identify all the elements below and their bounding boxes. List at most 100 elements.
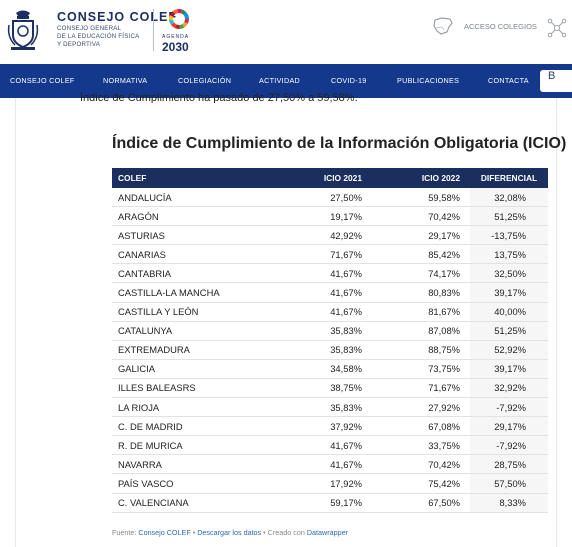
table-row: CATALUNYA 35,83% 87,08% 51,25% [112,321,548,341]
column-header-diferencial: DIFERENCIAL [470,168,548,188]
table-row: CASTILLA Y LEÓN 41,67% 81,67% 40,00% [112,302,548,322]
cell-icio-2021: 41,67% [274,454,372,475]
download-data-link[interactable]: Descargar los datos [197,528,262,537]
nav-item-normativa[interactable]: NORMATIVA [103,76,148,85]
cell-colef: CANARIAS [112,244,274,265]
cell-colef: ANDALUCÍA [112,188,274,208]
cell-icio-2021: 41,67% [274,263,372,284]
cell-icio-2022: 87,08% [372,321,470,341]
cell-colef: LA RIOJA [112,397,274,418]
brand-block[interactable]: CONSEJO COLEF CONSEJO GENERAL DE LA EDUC… [57,10,177,49]
cell-colef: C. VALENCIANA [112,493,274,513]
cell-icio-2022: 70,42% [372,206,470,227]
cell-icio-2022: 75,42% [372,473,470,494]
cell-diferencial: 51,25% [470,321,548,341]
spain-map-icon [433,17,453,35]
nav-item-consejo-colef[interactable]: CONSEJO COLEF [10,76,75,85]
footer-prefix: Fuente: [112,528,139,537]
table-row: ANDALUCÍA 27,50% 59,58% 32,08% [112,188,548,208]
brand-subtitle: CONSEJO GENERAL DE LA EDUCACIÓN FÍSICA Y… [57,25,177,49]
datawrapper-link[interactable]: Datawrapper [306,528,348,537]
cell-icio-2021: 19,17% [274,206,372,227]
table-footer: Fuente: Consejo COLEF • Descargar los da… [112,528,348,537]
agenda-label: AGENDA [162,34,190,40]
cell-icio-2022: 71,67% [372,378,470,399]
cell-icio-2022: 81,67% [372,302,470,322]
cell-diferencial: -7,92% [470,397,548,418]
cell-colef: PAÍS VASCO [112,473,274,494]
content-border-right [556,98,557,547]
cell-colef: NAVARRA [112,454,274,475]
cell-diferencial: 29,17% [470,416,548,437]
cell-colef: ILLES BALEASRS [112,378,274,399]
cell-icio-2021: 59,17% [274,493,372,513]
cell-diferencial: 40,00% [470,302,548,322]
cell-diferencial: 39,17% [470,359,548,379]
site-header: CONSEJO COLEF CONSEJO GENERAL DE LA EDUC… [0,0,572,64]
cell-icio-2022: 67,08% [372,416,470,437]
brand-subtitle-line-2: DE LA EDUCACIÓN FÍSICA [57,33,140,40]
cell-icio-2021: 42,92% [274,225,372,246]
cell-diferencial: 32,50% [470,263,548,284]
cell-colef: C. DE MADRID [112,416,274,437]
search-input[interactable] [540,70,572,92]
nav-item-covid-19[interactable]: COVID-19 [331,76,367,85]
cell-icio-2022: 67,50% [372,493,470,513]
cell-colef: GALICIA [112,359,274,379]
table-row: ARAGÓN 19,17% 70,42% 51,25% [112,206,548,227]
table-body: ANDALUCÍA 27,50% 59,58% 32,08% ARAGÓN 19,17% 7… [112,188,548,513]
cell-icio-2021: 37,92% [274,416,372,437]
network-share-icon[interactable] [546,16,568,40]
table-row: CANTABRIA 41,67% 74,17% 32,50% [112,263,548,284]
cell-icio-2021: 35,83% [274,397,372,418]
cell-icio-2022: 80,83% [372,282,470,303]
agenda-year: 2030 [162,40,189,54]
cell-diferencial: 57,50% [470,473,548,494]
cell-icio-2021: 17,92% [274,473,372,494]
nav-item-publicaciones[interactable]: PUBLICACIONES [397,76,460,85]
source-link[interactable]: Consejo COLEF [138,528,191,537]
colef-emblem-icon[interactable] [6,9,40,51]
cell-icio-2021: 41,67% [274,435,372,456]
table-row: PAÍS VASCO 17,92% 75,42% 57,50% [112,473,548,494]
table-row: LA RIOJA 35,83% 27,92% -7,92% [112,397,548,418]
cell-colef: CASTILLA-LA MANCHA [112,282,274,303]
table-row: GALICIA 34,58% 73,75% 39,17% [112,359,548,379]
table-row: CANARIAS 71,67% 85,42% 13,75% [112,244,548,265]
table-row: ILLES BALEASRS 38,75% 71,67% 32,92% [112,378,548,399]
cell-icio-2022: 59,58% [372,188,470,208]
article-text-partial: Índice de Cumplimiento ha pasado de 27,5… [80,92,358,103]
cell-diferencial: 28,75% [470,454,548,475]
cell-icio-2022: 73,75% [372,359,470,379]
nav-item-actividad[interactable]: ACTIVIDAD [259,76,301,85]
table-title: Índice de Cumplimiento de la Información… [112,135,567,152]
cell-icio-2021: 35,83% [274,321,372,341]
icio-table: COLEF ICIO 2021 ICIO 2022 DIFERENCIAL AN… [112,168,548,513]
cell-diferencial: 39,17% [470,282,548,303]
cell-colef: ARAGÓN [112,206,274,227]
table-row: NAVARRA 41,67% 70,42% 28,75% [112,454,548,475]
acceso-colegios-link[interactable]: ACCESO COLEGIOS [432,14,537,38]
cell-diferencial: 32,92% [470,378,548,399]
table-row: C. VALENCIANA 59,17% 67,50% 8,33% [112,493,548,513]
table-row: ASTURIAS 42,92% 29,17% -13,75% [112,225,548,246]
cell-icio-2022: 85,42% [372,244,470,265]
footer-separator: • [190,528,198,537]
brand-subtitle-line-3: Y DEPORTIVA [57,41,101,48]
cell-diferencial: 8,33% [470,493,548,513]
cell-icio-2021: 27,50% [274,188,372,208]
nav-item-contacta[interactable]: CONTACTA [488,76,529,85]
cell-icio-2022: 27,92% [372,397,470,418]
search-placeholder: B [548,70,556,82]
cell-icio-2021: 41,67% [274,302,372,322]
cell-colef: ASTURIAS [112,225,274,246]
table-row: R. DE MURICA 41,67% 33,75% -7,92% [112,435,548,456]
cell-colef: CASTILLA Y LEÓN [112,302,274,322]
table-header-row: COLEF ICIO 2021 ICIO 2022 DIFERENCIAL [112,168,548,188]
column-header-colef: COLEF [112,168,274,188]
brand-subtitle-line-1: CONSEJO GENERAL [57,25,122,32]
cell-icio-2021: 38,75% [274,378,372,399]
nav-item-colegiacion[interactable]: COLEGIACIÓN [178,76,232,85]
cell-diferencial: 51,25% [470,206,548,227]
agenda-2030-logo[interactable]: AGENDA 2030 [162,8,202,54]
